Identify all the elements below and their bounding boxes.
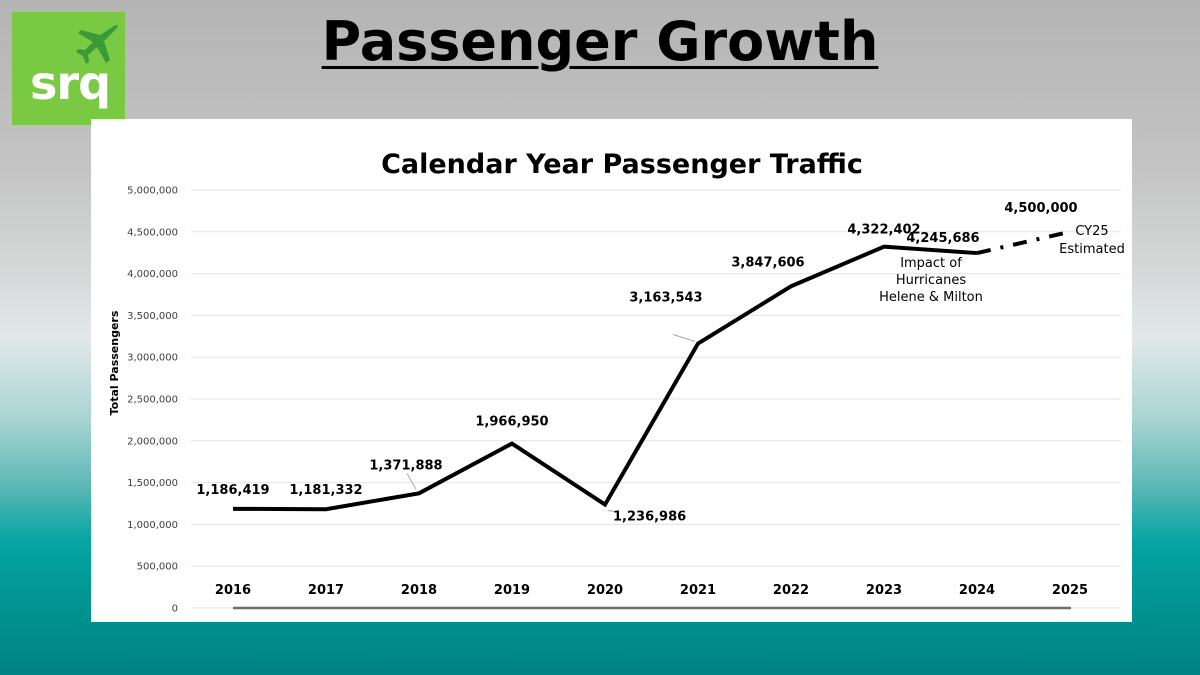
x-tick-label: 2018 — [401, 583, 437, 598]
page-title: Passenger Growth — [0, 10, 1200, 75]
x-tick-label: 2016 — [215, 583, 251, 598]
line-chart: Calendar Year Passenger Traffic 0 500,000… — [108, 149, 1125, 615]
y-tick-label: 2,500,000 — [127, 395, 178, 406]
x-tick-label: 2017 — [308, 583, 344, 598]
hurricane-annotation-line: Hurricanes — [896, 273, 966, 288]
page-title-text: Passenger Growth — [321, 10, 879, 73]
airplane-icon — [76, 24, 118, 65]
x-tick-label: 2019 — [494, 583, 530, 598]
estimate-annotation-line: CY25 — [1075, 224, 1108, 239]
chart-title: Calendar Year Passenger Traffic — [381, 149, 863, 180]
y-tick-label: 4,000,000 — [127, 269, 178, 280]
y-tick-label: 3,500,000 — [127, 311, 178, 322]
series-lines — [232, 229, 1071, 512]
data-label: 4,500,000 — [1004, 201, 1077, 216]
data-label: 1,186,419 — [196, 483, 269, 498]
y-axis-label: Total Passengers — [108, 310, 121, 415]
x-tick-labels: 2016 2017 2018 2019 2020 2021 2022 2023 2024 2025 — [215, 583, 1088, 598]
data-label: 3,847,606 — [731, 255, 804, 270]
y-tick-label: 1,000,000 — [127, 520, 178, 531]
hurricane-annotation-line: Helene & Milton — [879, 290, 983, 305]
y-tick-label: 4,500,000 — [127, 227, 178, 238]
leader-line — [607, 510, 618, 513]
data-label: 1,236,986 — [613, 510, 686, 525]
data-label: 3,163,543 — [629, 291, 702, 306]
y-tick-label: 2,000,000 — [127, 436, 178, 447]
data-label: 4,245,686 — [906, 231, 979, 246]
data-labels: 1,186,419 1,181,332 1,371,888 1,966,950 1,23… — [196, 201, 1077, 525]
leader-lines — [406, 334, 696, 513]
x-tick-label: 2020 — [587, 583, 623, 598]
y-tick-label: 5,000,000 — [127, 186, 178, 197]
y-tick-labels: 0 500,000 1,000,000 1,500,000 2,000,000 2,500… — [127, 186, 178, 615]
y-tick-label: 3,000,000 — [127, 353, 178, 364]
data-label: 1,966,950 — [475, 415, 548, 430]
data-label: 4,322,402 — [847, 223, 920, 238]
annotations: Impact of Hurricanes Helene & Milton CY25 Es… — [879, 224, 1125, 305]
leader-line — [406, 473, 417, 490]
gridlines — [191, 189, 1121, 609]
series-line-actual — [232, 244, 978, 512]
estimate-annotation-line: Estimated — [1059, 242, 1125, 257]
y-tick-label: 1,500,000 — [127, 478, 178, 489]
series-line-estimated — [976, 229, 1071, 256]
data-label: 1,371,888 — [369, 458, 442, 473]
x-tick-label: 2025 — [1052, 583, 1088, 598]
chart-panel: Calendar Year Passenger Traffic 0 500,000… — [91, 119, 1132, 622]
x-tick-label: 2021 — [680, 583, 716, 598]
data-label: 1,181,332 — [289, 483, 362, 498]
hurricane-annotation-line: Impact of — [900, 256, 962, 271]
leader-line — [672, 334, 696, 343]
x-tick-label: 2024 — [959, 583, 995, 598]
y-tick-label: 500,000 — [137, 562, 178, 573]
y-tick-label: 0 — [172, 604, 178, 615]
x-tick-label: 2022 — [773, 583, 809, 598]
logo-text: srq — [30, 56, 111, 110]
srq-logo: srq — [12, 12, 125, 125]
x-tick-label: 2023 — [866, 583, 902, 598]
